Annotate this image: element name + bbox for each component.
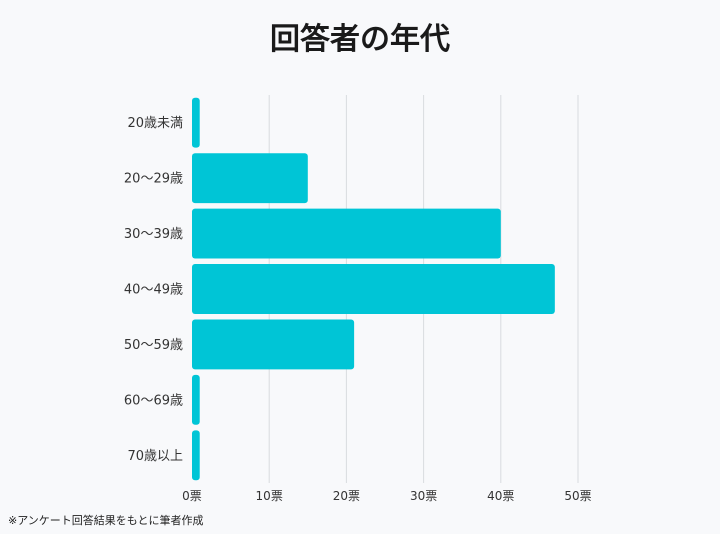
bars — [192, 97, 555, 481]
x-tick-label-50: 50票 — [564, 489, 591, 503]
bar-3 — [192, 208, 501, 259]
bar-4 — [192, 264, 555, 314]
category-labels: 20歳未満 20～29歳 30～39歳 40～49歳 50～59歳 60～69歳 70歳以上 — [124, 116, 183, 464]
chart-title: 回答者の年代 — [270, 22, 450, 57]
bar-7 — [192, 430, 200, 481]
category-label-3: 30～39歳 — [124, 227, 183, 242]
footnote: ※アンケート回答結果をもとに筆者作成 — [8, 514, 204, 527]
bar-6 — [192, 374, 200, 425]
bar-1 — [192, 97, 200, 148]
x-tick-label-20: 20票 — [333, 489, 360, 503]
category-label-4: 40～49歳 — [124, 283, 183, 298]
category-label-2: 20～29歳 — [124, 172, 183, 187]
x-tick-label-0: 0票 — [182, 489, 202, 503]
bar-5 — [192, 319, 355, 370]
x-tick-labels: 0票 10票 20票 30票 40票 50票 — [182, 489, 591, 503]
bar-2 — [192, 153, 308, 204]
category-label-7: 70歳以上 — [127, 449, 183, 464]
category-label-6: 60～69歳 — [124, 393, 183, 408]
category-label-1: 20歳未満 — [127, 116, 183, 131]
x-tick-label-40: 40票 — [487, 489, 514, 503]
category-label-5: 50～59歳 — [124, 338, 183, 353]
x-tick-label-10: 10票 — [256, 489, 283, 503]
x-tick-label-30: 30票 — [410, 489, 437, 503]
